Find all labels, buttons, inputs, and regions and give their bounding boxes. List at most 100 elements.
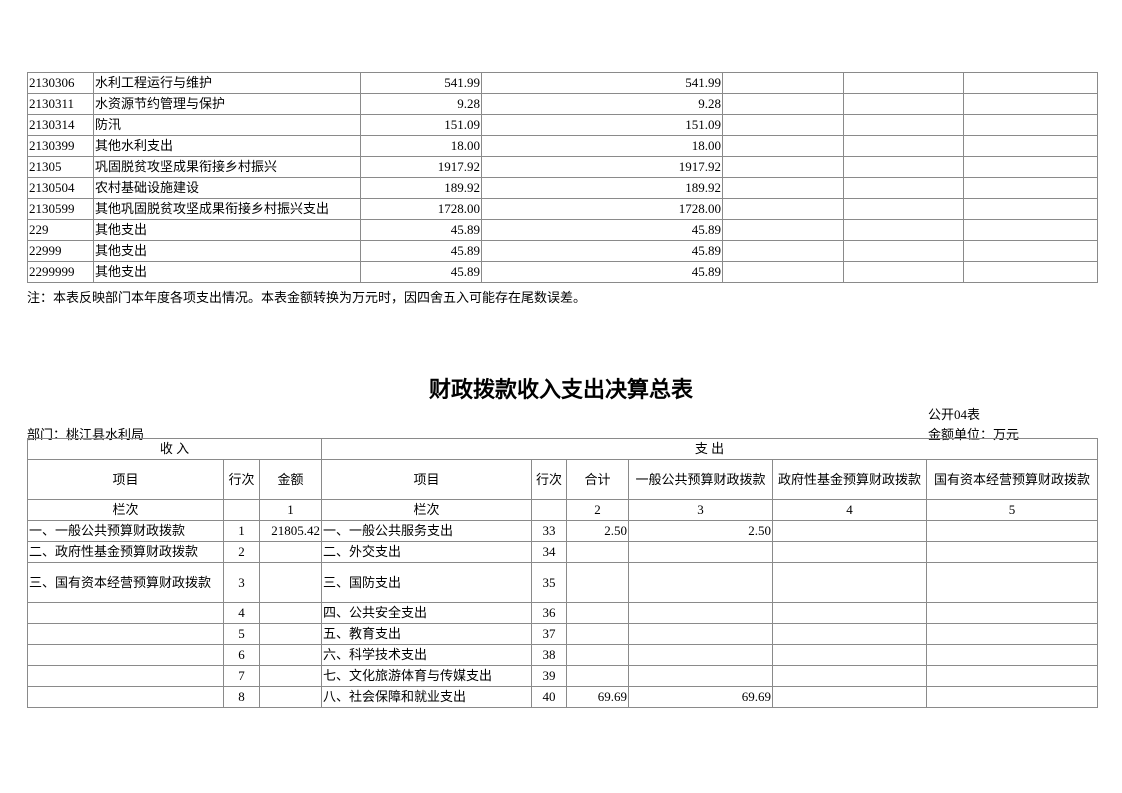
cell-name: 农村基础设施建设 bbox=[93, 177, 361, 199]
header-general-budget: 一般公共预算财政拨款 bbox=[628, 459, 774, 500]
cell-income-line: 8 bbox=[223, 686, 260, 708]
cell-income-amount bbox=[258, 665, 323, 687]
cell-general bbox=[628, 602, 774, 624]
table-row: 2130306 水利工程运行与维护 541.99 541.99 bbox=[27, 72, 1098, 94]
cell-c3: 151.09 bbox=[481, 114, 723, 136]
cell-total: 69.69 bbox=[566, 686, 630, 708]
cell-exp-line: 34 bbox=[531, 541, 568, 563]
cell-state bbox=[926, 541, 1099, 563]
cell-c5 bbox=[843, 114, 964, 136]
header-income-amount: 金额 bbox=[258, 459, 323, 500]
cell-exp-item: 四、公共安全支出 bbox=[321, 602, 533, 624]
cell-code: 2130306 bbox=[27, 72, 94, 94]
cell-exp-item: 一、一般公共服务支出 bbox=[321, 520, 533, 542]
cell-income-amount bbox=[258, 686, 323, 708]
header-total: 合计 bbox=[566, 459, 630, 500]
cell-code: 2130399 bbox=[27, 135, 94, 157]
cell-income-item: 二、政府性基金预算财政拨款 bbox=[27, 541, 224, 563]
cell-income-amount: 21805.42 bbox=[258, 520, 323, 542]
cell-c5 bbox=[843, 240, 964, 262]
cell-fund bbox=[772, 665, 928, 687]
cell-income-amount bbox=[258, 602, 323, 624]
cell-income-item bbox=[27, 602, 224, 624]
cell-name: 其他巩固脱贫攻坚成果衔接乡村振兴支出 bbox=[93, 198, 361, 220]
cell-income-amount bbox=[258, 644, 323, 666]
cell-code: 2130311 bbox=[27, 93, 94, 115]
cell-general: 2.50 bbox=[628, 520, 774, 542]
header-state-capital: 国有资本经营预算财政拨款 bbox=[926, 459, 1099, 500]
cell-total: 151.09 bbox=[360, 114, 482, 136]
cell-fund bbox=[772, 520, 928, 542]
cell-state bbox=[926, 623, 1099, 645]
cell-exp-line: 33 bbox=[531, 520, 568, 542]
cell-exp-line: 39 bbox=[531, 665, 568, 687]
cell-c4 bbox=[722, 198, 844, 220]
table-row: 22999 其他支出 45.89 45.89 bbox=[27, 240, 1098, 262]
cell-name: 其他支出 bbox=[93, 261, 361, 283]
cell-total: 18.00 bbox=[360, 135, 482, 157]
cell-c5 bbox=[843, 177, 964, 199]
cell-c6 bbox=[963, 114, 1098, 136]
cell-income-amount bbox=[258, 541, 323, 563]
header-income-item: 项目 bbox=[27, 459, 224, 500]
cell-income-item bbox=[27, 686, 224, 708]
page-title: 财政拨款收入支出决算总表 bbox=[428, 377, 693, 402]
cell-exp-line: 40 bbox=[531, 686, 568, 708]
table-row: 2130599 其他巩固脱贫攻坚成果衔接乡村振兴支出 1728.00 1728.00 bbox=[27, 198, 1098, 220]
cell-income-item bbox=[27, 665, 224, 687]
cell-general bbox=[628, 623, 774, 645]
cell-income-line: 7 bbox=[223, 665, 260, 687]
cell-c4 bbox=[722, 261, 844, 283]
cell-general bbox=[628, 562, 774, 603]
cell-c5 bbox=[843, 135, 964, 157]
cell-total: 45.89 bbox=[360, 261, 482, 283]
cell-total: 189.92 bbox=[360, 177, 482, 199]
cell-c6 bbox=[963, 93, 1098, 115]
table-row: 4 四、公共安全支出 36 bbox=[27, 602, 1099, 624]
cell-name: 巩固脱贫攻坚成果衔接乡村振兴 bbox=[93, 156, 361, 178]
cell-total bbox=[566, 602, 630, 624]
cell-c5 bbox=[843, 156, 964, 178]
cell-c4 bbox=[722, 219, 844, 241]
cell-fund bbox=[772, 562, 928, 603]
header-government-fund: 政府性基金预算财政拨款 bbox=[772, 459, 928, 500]
cell-income-line: 4 bbox=[223, 602, 260, 624]
table-row: 2130504 农村基础设施建设 189.92 189.92 bbox=[27, 177, 1098, 199]
cell-fund bbox=[772, 686, 928, 708]
cell-income-line: 2 bbox=[223, 541, 260, 563]
index-general: 3 bbox=[628, 499, 774, 521]
index-total: 2 bbox=[566, 499, 630, 521]
cell-income-item bbox=[27, 644, 224, 666]
cell-state bbox=[926, 644, 1099, 666]
table-row: 2130311 水资源节约管理与保护 9.28 9.28 bbox=[27, 93, 1098, 115]
column-index-row: 栏次 1 栏次 2 3 4 5 bbox=[27, 499, 1099, 521]
cell-c5 bbox=[843, 72, 964, 94]
table-row: 229 其他支出 45.89 45.89 bbox=[27, 219, 1098, 241]
cell-c4 bbox=[722, 72, 844, 94]
form-number: 公开04表 bbox=[928, 407, 981, 422]
index-expense-label: 栏次 bbox=[321, 499, 533, 521]
index-empty bbox=[223, 499, 260, 521]
cell-total: 9.28 bbox=[360, 93, 482, 115]
cell-general: 69.69 bbox=[628, 686, 774, 708]
cell-income-item: 三、国有资本经营预算财政拨款 bbox=[27, 562, 224, 603]
cell-fund bbox=[772, 623, 928, 645]
cell-c6 bbox=[963, 156, 1098, 178]
cell-total: 45.89 bbox=[360, 240, 482, 262]
cell-code: 2299999 bbox=[27, 261, 94, 283]
cell-code: 22999 bbox=[27, 240, 94, 262]
column-header-row: 项目 行次 金额 项目 行次 合计 一般公共预算财政拨款 政府性基金预算财政拨款… bbox=[27, 459, 1099, 500]
cell-name: 其他水利支出 bbox=[93, 135, 361, 157]
cell-general bbox=[628, 644, 774, 666]
cell-c3: 541.99 bbox=[481, 72, 723, 94]
cell-name: 水资源节约管理与保护 bbox=[93, 93, 361, 115]
cell-c3: 9.28 bbox=[481, 93, 723, 115]
table-row: 2130399 其他水利支出 18.00 18.00 bbox=[27, 135, 1098, 157]
cell-total bbox=[566, 562, 630, 603]
header-expense-line: 行次 bbox=[531, 459, 568, 500]
cell-income-item: 一、一般公共预算财政拨款 bbox=[27, 520, 224, 542]
index-state: 5 bbox=[926, 499, 1099, 521]
cell-c6 bbox=[963, 261, 1098, 283]
cell-c4 bbox=[722, 93, 844, 115]
expense-group-header: 支 出 bbox=[321, 438, 1099, 460]
